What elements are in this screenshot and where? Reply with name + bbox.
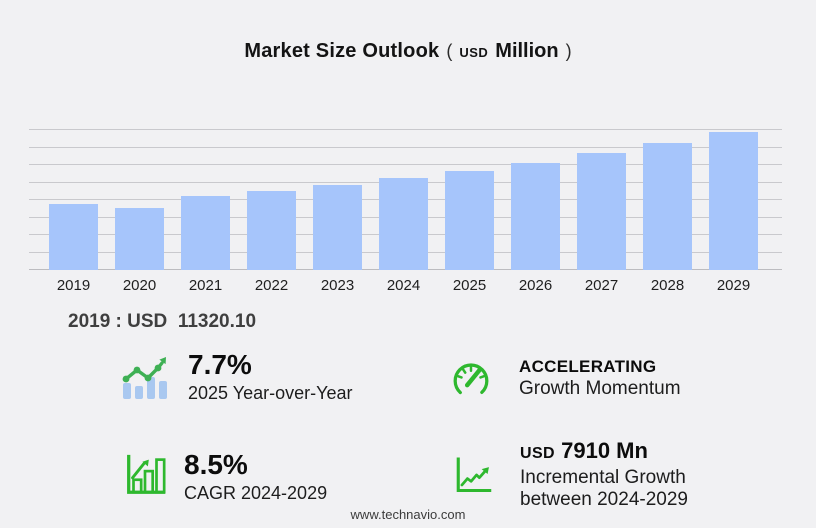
- x-axis-label-2022: 2022: [254, 277, 289, 294]
- stat-yoy-growth: 7.7% 2025 Year-over-Year: [120, 348, 352, 404]
- footer-link[interactable]: www.technavio.com: [350, 507, 466, 522]
- speedometer-icon: [448, 355, 494, 401]
- x-axis-label-2024: 2024: [386, 277, 421, 294]
- stat-value: ACCELERATING: [519, 357, 657, 376]
- bar-2027: [577, 153, 626, 270]
- stat-value-amount: 7910 Mn: [561, 438, 648, 463]
- gridline: [29, 129, 782, 130]
- x-axis-label-2027: 2027: [584, 277, 619, 294]
- x-axis-label-2020: 2020: [122, 277, 157, 294]
- bar-2028: [643, 143, 692, 270]
- x-axis-label-2021: 2021: [188, 277, 223, 294]
- bar-2024: [379, 177, 428, 270]
- gridline: [29, 164, 782, 165]
- title-close-paren: ): [565, 41, 572, 61]
- x-axis-label-2026: 2026: [518, 277, 553, 294]
- chart-title: Market Size Outlook ( USD Million ): [0, 40, 816, 63]
- stat-growth-momentum: ACCELERATING Growth Momentum: [448, 355, 681, 401]
- footer: www.technavio.com: [0, 507, 816, 522]
- gridline: [29, 146, 782, 148]
- x-axis-label-2025: 2025: [452, 277, 487, 294]
- bar-2019: [49, 203, 98, 270]
- bar-2025: [445, 170, 494, 270]
- x-axis-label-2019: 2019: [56, 277, 91, 294]
- stat-value: USD 7910 Mn: [520, 438, 688, 467]
- stat-value: 8.5%: [184, 449, 248, 480]
- bar-2021: [181, 195, 230, 270]
- bar-trend-up-icon: [120, 354, 168, 402]
- stat-value: 7.7%: [188, 349, 252, 380]
- bar-2026: [511, 162, 560, 270]
- base-year-value: 2019 : USD 11320.10: [68, 311, 257, 332]
- title-open-paren: (: [446, 41, 453, 61]
- bar-chart-growth-icon: [122, 451, 168, 497]
- stat-value-currency: USD: [520, 445, 555, 462]
- stat-incremental-growth: USD 7910 Mn Incremental Growth between 2…: [450, 438, 688, 511]
- x-axis-labels: 2019 2020 2021 2022 2023 2024 2025 2026 2027 2028…: [29, 277, 782, 294]
- stat-label-line2: between 2024-2029: [520, 489, 688, 510]
- bar-2029: [709, 131, 758, 270]
- bar-2020: [115, 207, 164, 270]
- stat-label: 2025 Year-over-Year: [188, 383, 353, 403]
- bar-chart: 2019 2020 2021 2022 2023 2024 2025 2026 2027 2028…: [29, 129, 782, 294]
- stat-label: Incremental Growth: [520, 467, 686, 488]
- x-axis-label-2028: 2028: [650, 277, 685, 294]
- bar-2022: [247, 190, 296, 270]
- x-axis-label-2029: 2029: [716, 277, 751, 294]
- line-growth-icon: [450, 452, 494, 496]
- stat-label: CAGR 2024-2029: [184, 483, 328, 503]
- title-currency: USD: [459, 45, 489, 60]
- stat-label: Growth Momentum: [519, 378, 681, 399]
- bar-2023: [313, 184, 362, 270]
- stat-cagr: 8.5% CAGR 2024-2029: [122, 448, 327, 504]
- x-axis-label-2023: 2023: [320, 277, 355, 294]
- chart-title-text: Market Size Outlook: [244, 40, 440, 62]
- title-unit: Million: [495, 40, 559, 62]
- bar-series: [29, 130, 782, 270]
